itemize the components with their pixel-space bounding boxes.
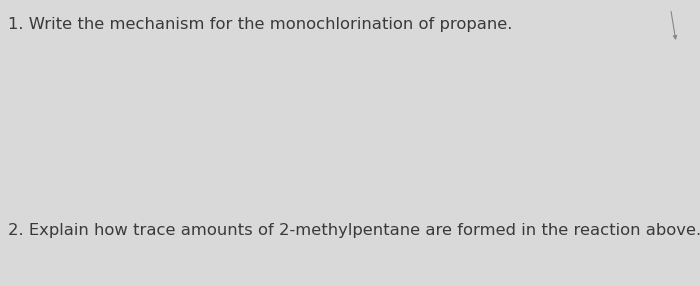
Text: 1. Write the mechanism for the monochlorination of propane.: 1. Write the mechanism for the monochlor… [8,17,513,32]
Text: 2. Explain how trace amounts of 2-methylpentane are formed in the reaction above: 2. Explain how trace amounts of 2-methyl… [8,223,700,238]
